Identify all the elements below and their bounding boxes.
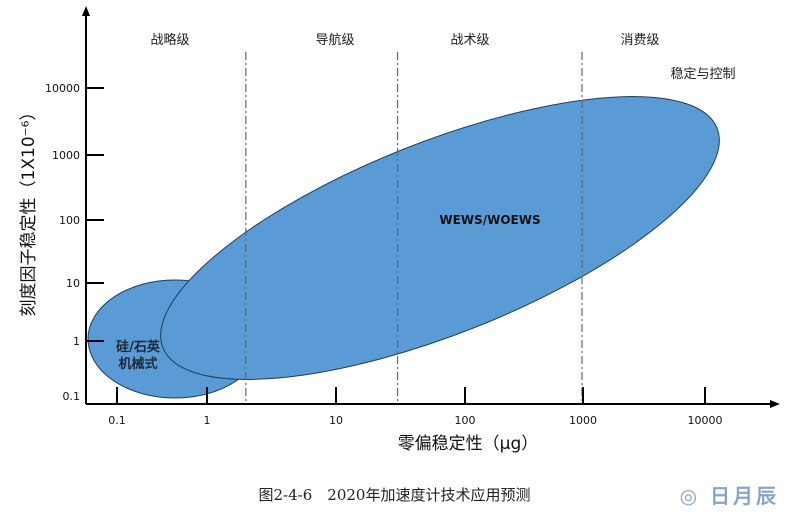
x-tick-label: 10000 — [688, 414, 723, 427]
y-tick-label: 1 — [73, 335, 80, 348]
x-axis-title: 零偏稳定性（μg） — [398, 434, 539, 454]
x-tick-label: 10 — [329, 414, 343, 427]
x-tick-label: 0.1 — [108, 414, 126, 427]
y-axis-title: 刻度因子稳定性（1X10⁻⁶） — [19, 104, 39, 317]
y-axis-arrow — [82, 6, 90, 16]
grade-label: 导航级 — [315, 32, 354, 48]
grade-label: 消费级 — [620, 33, 659, 48]
x-tick-label: 1 — [204, 414, 211, 427]
y-tick-label: 100 — [59, 214, 80, 227]
region-label: 硅/石英 — [116, 339, 161, 355]
figure-caption: 图2-4-6 2020年加速度计技术应用预测 — [258, 486, 531, 504]
y-tick-label: 10 — [66, 277, 80, 290]
y-tick-label: 1000 — [52, 149, 80, 162]
region-wews-woews — [160, 96, 720, 380]
annotation-label: 稳定与控制 — [670, 66, 735, 82]
watermark-logo: ◎ 日月辰 — [679, 484, 779, 508]
region-label: 机械式 — [118, 356, 157, 372]
region-label: WEWS/WOEWS — [439, 213, 540, 227]
x-tick-label: 1000 — [569, 414, 597, 427]
y-tick-label: 10000 — [45, 82, 80, 95]
y-tick-label: 0.1 — [63, 390, 81, 403]
x-axis-arrow — [770, 400, 780, 408]
grade-label: 战术级 — [450, 33, 489, 48]
grade-label: 战略级 — [150, 32, 189, 48]
x-tick-label: 100 — [455, 414, 476, 427]
